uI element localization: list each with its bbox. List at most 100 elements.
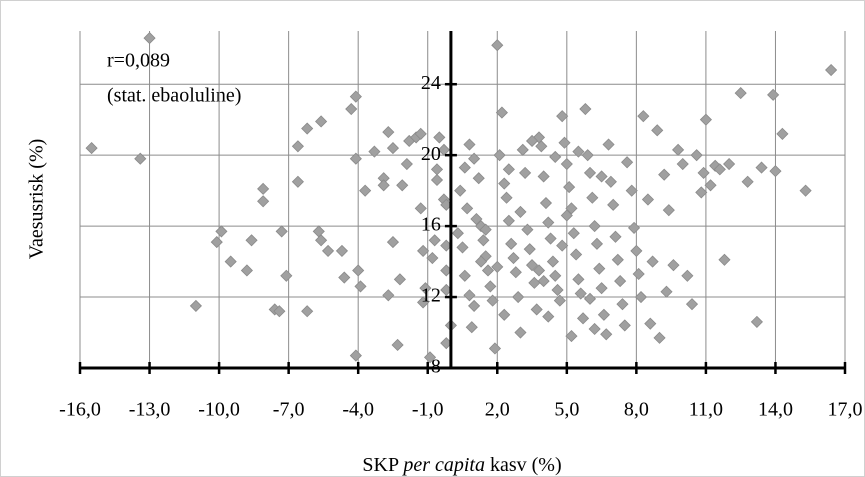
point bbox=[454, 184, 467, 197]
y-tick-label: 12 bbox=[421, 285, 441, 307]
point bbox=[570, 248, 583, 261]
point bbox=[644, 317, 657, 330]
point bbox=[382, 126, 395, 139]
point bbox=[634, 290, 648, 304]
point bbox=[537, 275, 550, 288]
point bbox=[521, 223, 534, 236]
point bbox=[602, 138, 615, 151]
point bbox=[618, 319, 631, 332]
y-tick-label: 16 bbox=[421, 214, 441, 236]
point bbox=[681, 269, 694, 282]
point bbox=[551, 283, 564, 297]
point bbox=[85, 141, 98, 155]
point bbox=[430, 173, 444, 187]
point bbox=[537, 170, 550, 183]
point bbox=[391, 338, 404, 352]
point bbox=[512, 290, 525, 304]
point bbox=[690, 149, 703, 162]
point bbox=[532, 264, 546, 277]
point bbox=[514, 326, 527, 339]
x-tick-label: 11,0 bbox=[689, 399, 723, 421]
point bbox=[396, 179, 409, 192]
point bbox=[734, 87, 747, 100]
point bbox=[493, 149, 506, 162]
x-label-part: kasv (%) bbox=[490, 454, 562, 476]
point bbox=[593, 262, 606, 275]
point bbox=[502, 163, 515, 176]
point bbox=[481, 264, 495, 277]
point bbox=[590, 237, 604, 250]
point bbox=[514, 205, 527, 218]
point bbox=[257, 182, 270, 195]
point bbox=[625, 184, 638, 197]
point bbox=[224, 255, 237, 268]
point bbox=[400, 157, 413, 171]
x-tick-label: 5,0 bbox=[554, 399, 579, 421]
point bbox=[558, 136, 571, 149]
point bbox=[458, 161, 471, 174]
point bbox=[479, 223, 492, 236]
point bbox=[616, 298, 629, 311]
point bbox=[301, 122, 314, 135]
point bbox=[609, 230, 622, 243]
point bbox=[553, 294, 566, 307]
x-tick-label: 14,0 bbox=[758, 399, 793, 421]
point bbox=[349, 152, 362, 165]
point bbox=[769, 165, 782, 178]
point bbox=[516, 143, 529, 156]
point bbox=[437, 143, 451, 156]
point bbox=[574, 287, 587, 300]
point bbox=[275, 225, 288, 238]
point bbox=[586, 191, 599, 204]
x-tick-label: -13,0 bbox=[129, 399, 171, 421]
point bbox=[428, 234, 441, 247]
point bbox=[495, 106, 508, 119]
point bbox=[704, 179, 717, 192]
point bbox=[525, 134, 539, 148]
point bbox=[461, 202, 474, 215]
annotation: r=0,089 bbox=[107, 50, 170, 72]
point bbox=[572, 273, 585, 286]
point bbox=[653, 331, 666, 344]
x-tick-label: -16,0 bbox=[59, 399, 101, 421]
point bbox=[627, 221, 641, 234]
point bbox=[697, 166, 710, 179]
y-axis-label: Vaesusrisk (%) bbox=[26, 139, 48, 260]
point bbox=[245, 234, 258, 247]
point bbox=[567, 227, 580, 240]
point bbox=[667, 259, 680, 272]
point bbox=[723, 157, 736, 171]
point bbox=[507, 251, 520, 265]
x-tick-label: 17,0 bbox=[828, 399, 863, 421]
point bbox=[280, 269, 293, 282]
point bbox=[525, 259, 539, 272]
point bbox=[498, 177, 511, 190]
point bbox=[386, 236, 400, 249]
point bbox=[641, 193, 655, 206]
point bbox=[488, 342, 502, 355]
y-tick-label: 20 bbox=[421, 143, 441, 165]
point bbox=[312, 225, 325, 238]
point bbox=[215, 225, 228, 238]
point bbox=[600, 328, 613, 341]
point bbox=[523, 243, 536, 256]
point bbox=[430, 163, 444, 176]
point bbox=[433, 131, 446, 144]
annotation: (stat. ebaoluline) bbox=[107, 85, 241, 107]
point bbox=[498, 308, 511, 321]
point bbox=[291, 140, 304, 153]
point bbox=[651, 124, 664, 137]
point bbox=[528, 276, 541, 289]
point bbox=[535, 140, 548, 153]
point bbox=[565, 202, 578, 215]
point bbox=[662, 204, 675, 217]
point bbox=[468, 152, 481, 165]
point bbox=[393, 273, 406, 286]
point bbox=[607, 198, 620, 211]
point bbox=[257, 195, 270, 208]
point bbox=[604, 175, 617, 188]
point bbox=[509, 266, 522, 279]
point bbox=[143, 32, 156, 45]
point bbox=[349, 90, 362, 103]
point bbox=[273, 305, 286, 318]
